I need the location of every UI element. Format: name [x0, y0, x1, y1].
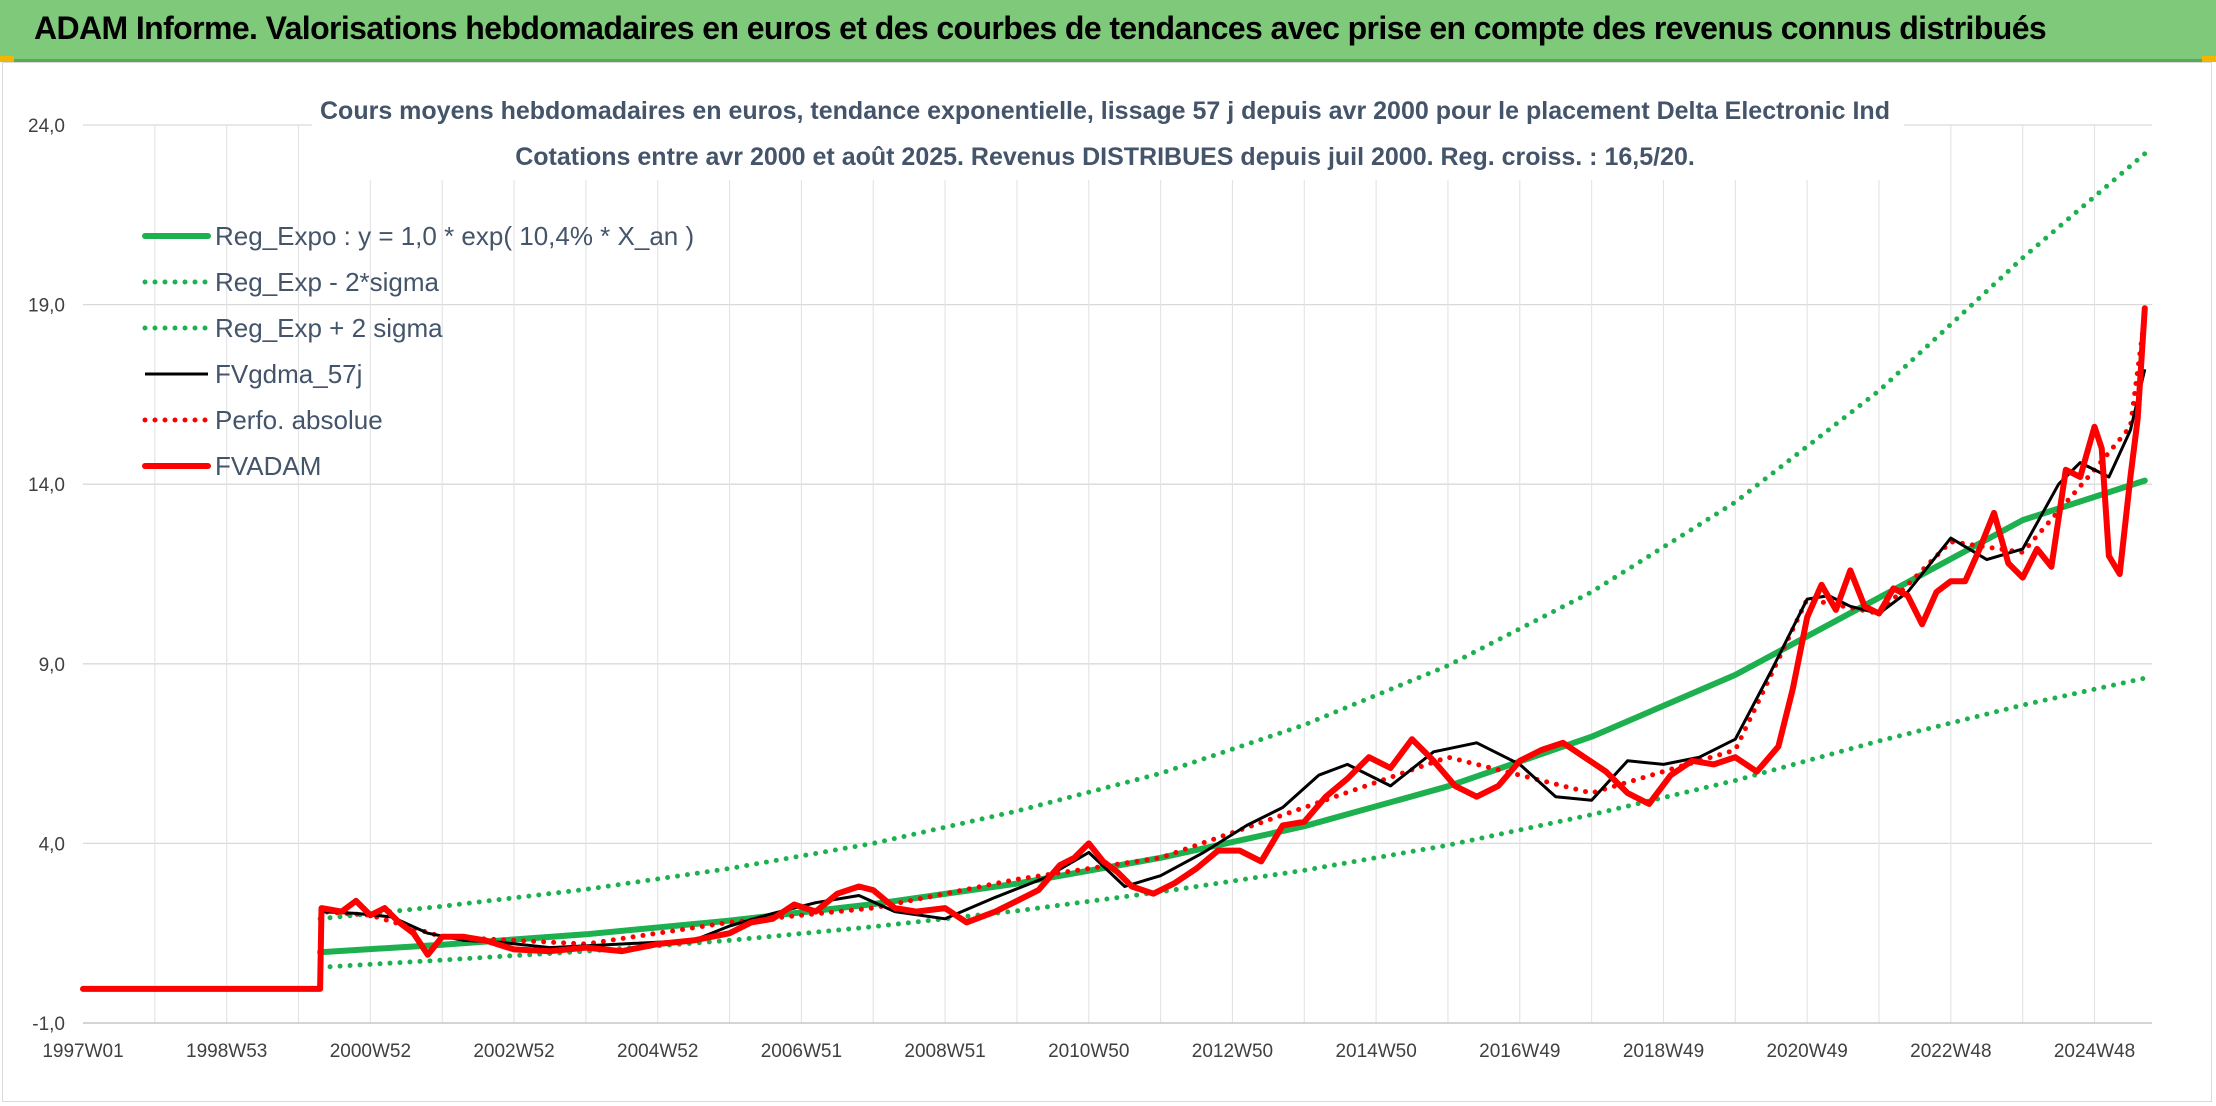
y-tick-label: 4,0: [39, 834, 65, 855]
x-tick-label: 2014W50: [1335, 1041, 1416, 1062]
x-tick-label: 2022W48: [1910, 1041, 1991, 1062]
x-tick-label: 2024W48: [2054, 1041, 2135, 1062]
series-lines: [80, 151, 2148, 992]
legend: Reg_Expo : y = 1,0 * exp( 10,4% * X_an )…: [142, 221, 694, 481]
series-reg-exp-plus-2sigma: [317, 151, 2148, 922]
chart-title: Cours moyens hebdomadaires en euros, ten…: [320, 97, 1890, 125]
x-tick-label: 1997W01: [42, 1041, 123, 1062]
chart-frame: [2, 62, 2212, 1102]
x-tick-label: 2002W52: [473, 1041, 554, 1062]
series-fvadam: [80, 305, 2148, 992]
x-tick-label: 2006W51: [761, 1041, 842, 1062]
corner-accent-right: [2202, 56, 2216, 62]
corner-accent-left: [0, 56, 14, 62]
grid-lines: [83, 124, 2152, 1024]
y-axis-ticks: 24,0 19,0 14,0 9,0 4,0 -1,0: [28, 116, 65, 1035]
chart-subtitle: Cotations entre avr 2000 et août 2025. R…: [515, 143, 1695, 171]
report-title: ADAM Informe. Valorisations hebdomadaire…: [34, 10, 2047, 46]
y-tick-label: 14,0: [28, 475, 65, 496]
x-tick-label: 2012W50: [1192, 1041, 1273, 1062]
x-tick-label: 2010W50: [1048, 1041, 1129, 1062]
y-tick-label: 19,0: [28, 296, 65, 317]
report-banner: ADAM Informe. Valorisations hebdomadaire…: [0, 0, 2216, 62]
x-tick-label: 2018W49: [1623, 1041, 1704, 1062]
x-axis-ticks: 1997W01 1998W53 2000W52 2002W52 2004W52 2006W…: [42, 1041, 2135, 1062]
y-tick-label: -1,0: [32, 1014, 65, 1035]
x-tick-label: 2000W52: [330, 1041, 411, 1062]
x-tick-label: 2004W52: [617, 1041, 698, 1062]
legend-label: Reg_Exp - 2*sigma: [215, 267, 440, 297]
x-tick-label: 1998W53: [186, 1041, 267, 1062]
legend-label: Perfo. absolue: [215, 405, 383, 435]
title-background: [312, 82, 1904, 180]
legend-label: FVgdma_57j: [215, 359, 362, 389]
x-tick-label: 2008W51: [904, 1041, 985, 1062]
y-tick-label: 24,0: [28, 116, 65, 137]
legend-label: Reg_Exp + 2 sigma: [215, 313, 443, 343]
x-tick-label: 2020W49: [1766, 1041, 1847, 1062]
x-tick-label: 2016W49: [1479, 1041, 1560, 1062]
legend-label: FVADAM: [215, 451, 321, 481]
series-perfo-absolue: [80, 312, 2148, 992]
series-reg-expo: [317, 477, 2148, 956]
y-tick-label: 9,0: [39, 655, 65, 676]
legend-label: Reg_Expo : y = 1,0 * exp( 10,4% * X_an ): [215, 221, 694, 251]
